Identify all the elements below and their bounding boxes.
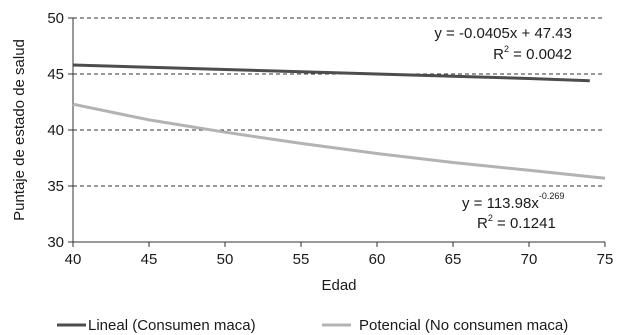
series-lines — [72, 63, 606, 180]
series-line-1 — [72, 102, 606, 180]
annotation-linear-r2: R2 = 0.0042 — [493, 44, 572, 63]
legend: Lineal (Consumen maca) Potencial (No con… — [57, 317, 568, 334]
y-tick-labels: 30 35 40 45 50 — [47, 10, 64, 251]
annotation-power-r2: R2 = 0.1241 — [477, 213, 556, 232]
x-tick-label-65: 65 — [445, 251, 462, 268]
x-tick-label-45: 45 — [141, 251, 158, 268]
axes — [68, 17, 606, 247]
legend-label-lineal: Lineal (Consumen maca) — [88, 317, 256, 334]
y-axis-title: Puntaje de estado de salud — [11, 39, 28, 221]
y-tick-label-45: 45 — [47, 66, 64, 83]
y-tick-label-35: 35 — [47, 178, 64, 195]
x-tick-label-60: 60 — [369, 251, 386, 268]
annotation-power-equation: y = 113.98x-0.269 — [462, 191, 564, 212]
x-axis-title: Edad — [321, 277, 356, 294]
series-line-0 — [72, 63, 590, 83]
legend-label-potencial: Potencial (No consumen maca) — [359, 317, 568, 334]
x-tick-label-70: 70 — [521, 251, 538, 268]
y-tick-label-50: 50 — [47, 10, 64, 27]
x-tick-label-55: 55 — [293, 251, 310, 268]
x-tick-label-75: 75 — [597, 251, 614, 268]
x-tick-label-50: 50 — [217, 251, 234, 268]
y-tick-label-40: 40 — [47, 122, 64, 139]
gridlines — [73, 17, 605, 187]
y-tick-label-30: 30 — [47, 234, 64, 251]
x-tick-labels: 40 45 50 55 60 65 70 75 — [65, 251, 614, 268]
x-tick-label-40: 40 — [65, 251, 82, 268]
annotation-linear-equation: y = -0.0405x + 47.43 — [434, 25, 572, 42]
